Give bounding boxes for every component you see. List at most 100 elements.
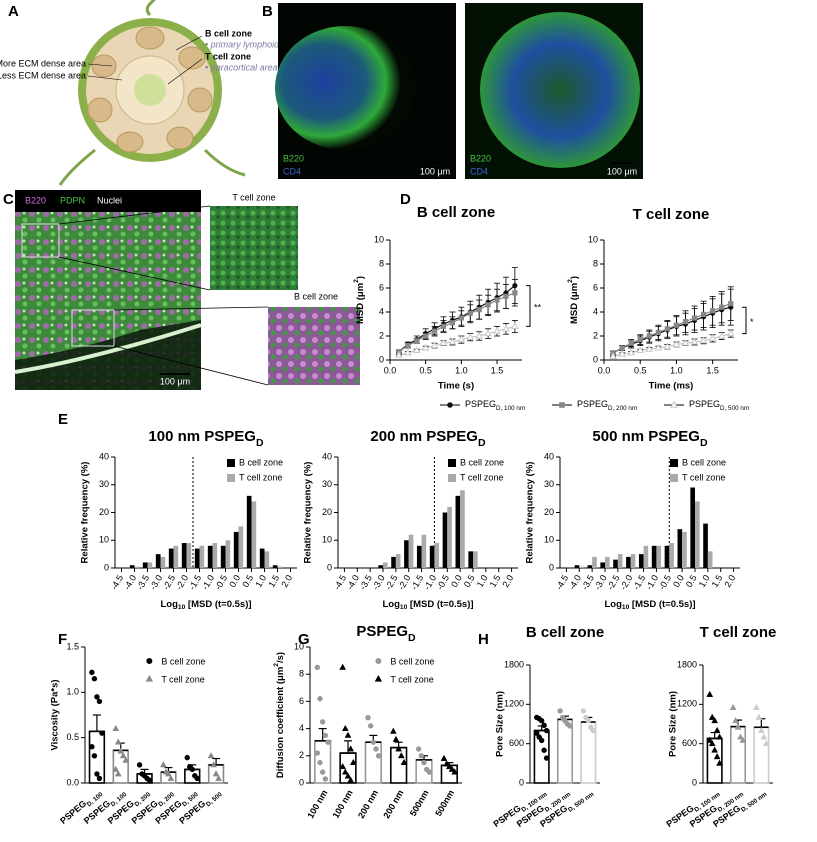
marker [167, 774, 175, 781]
bar [638, 554, 644, 568]
legend-label: T cell zone [390, 674, 433, 684]
marker [439, 339, 448, 346]
x-tick-label: 1.5 [491, 365, 504, 375]
bar [220, 545, 226, 568]
bar [160, 556, 166, 568]
marker [189, 766, 195, 773]
marker [94, 694, 100, 700]
text-part: Log [382, 599, 400, 610]
text-part: D, 500 [205, 791, 224, 809]
chart-title: 500 nm PSPEGD [592, 428, 708, 449]
y-tick-label: 0 [593, 354, 598, 364]
marker [670, 400, 678, 408]
bar [574, 565, 580, 568]
marker [538, 737, 545, 744]
marker [215, 774, 222, 781]
marker [325, 739, 331, 745]
y-tick-label: 6 [379, 282, 384, 292]
marker [440, 754, 448, 761]
marker [374, 674, 383, 682]
stain-label: CD4 [283, 166, 301, 176]
stain-label: B220 [25, 195, 46, 205]
x-tick-label: 500nm [433, 788, 456, 818]
marker [673, 322, 680, 328]
marker [699, 336, 708, 344]
legend-label: T cell zone [239, 472, 282, 482]
marker [210, 761, 217, 768]
marker [682, 319, 689, 325]
marker [165, 770, 172, 777]
legend-label: B cell zone [161, 656, 205, 666]
marker [347, 776, 355, 783]
marker [590, 727, 596, 734]
x-tick-label: 1.0 [670, 365, 683, 375]
y-axis-label: Relative frequency (%) [525, 462, 536, 564]
x-tick-label: 0.5 [684, 573, 699, 589]
y-tick-label: 2 [299, 750, 304, 760]
marker [347, 745, 355, 752]
marker [475, 331, 483, 339]
y-tick-label: 1.5 [66, 641, 79, 651]
x-tick-label: -1.5 [187, 573, 203, 591]
label: B cell zone [205, 28, 252, 38]
text-part: D, 100 nm [496, 405, 525, 412]
marker [690, 337, 699, 345]
x-tick-label: -4.0 [345, 573, 361, 591]
marker [762, 739, 770, 747]
inset-image [268, 307, 360, 385]
marker [757, 726, 765, 733]
y-axis-label: Viscosity (Pa*s) [50, 679, 61, 750]
x-tick-label: 2.0 [279, 573, 294, 589]
marker [559, 402, 565, 408]
y-tick-label: 10 [588, 234, 598, 244]
marker [344, 731, 352, 738]
y-tick-label: 0 [519, 777, 524, 787]
marker [89, 669, 95, 676]
stain-label: PDPN [60, 195, 85, 205]
y-tick-label: 0.5 [66, 732, 79, 742]
marker [317, 695, 323, 702]
marker [114, 738, 122, 745]
marker [395, 351, 403, 358]
y-tick-label: 2 [379, 330, 384, 340]
legend-label: PSPEGD, 100 nm [465, 399, 525, 412]
x-tick-label: -4.5 [109, 573, 125, 591]
legend-label: B cell zone [390, 656, 434, 666]
marker [145, 674, 154, 682]
scale-label: 100 μm [607, 166, 637, 176]
bar [592, 556, 597, 568]
marker [734, 723, 742, 730]
y-tick-label: 0 [327, 562, 332, 572]
y-tick-label: 1200 [504, 699, 524, 709]
x-tick-label: -0.5 [657, 573, 673, 591]
marker [341, 724, 349, 732]
y-axis-label: Pore Size (nm) [668, 691, 679, 757]
marker [114, 770, 122, 777]
bar [473, 551, 478, 568]
marker [557, 708, 563, 714]
micrograph [480, 12, 640, 168]
significance-bracket [742, 306, 747, 335]
marker [543, 755, 550, 761]
stain-label: Nuclei [97, 195, 122, 205]
x-tick-label: -3.5 [358, 573, 374, 591]
y-axis-label: Relative frequency (%) [80, 462, 91, 564]
x-tick-label: -1.5 [631, 573, 647, 591]
text-part: D, 500 nm [567, 791, 596, 814]
chart-title: T cell zone [633, 206, 710, 223]
marker [89, 744, 95, 750]
marker [431, 328, 438, 334]
marker [119, 752, 127, 759]
text-part: Log [604, 599, 622, 610]
y-tick-label: 8 [379, 258, 384, 268]
x-tick-label: 1.5 [266, 573, 281, 589]
marker [415, 746, 422, 752]
marker [711, 716, 719, 724]
marker [737, 733, 744, 740]
x-tick-label: -4.0 [122, 573, 138, 591]
y-tick-label: 6 [593, 282, 598, 292]
significance: ** [534, 302, 542, 312]
inset-label: T cell zone [232, 192, 275, 202]
marker [708, 334, 717, 341]
